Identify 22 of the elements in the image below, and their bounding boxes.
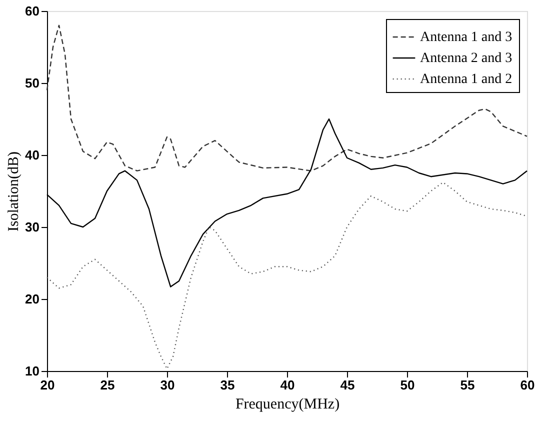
x-tick-label: 45: [340, 378, 355, 392]
x-tick-label: 30: [160, 378, 175, 392]
legend-label: Antenna 1 and 2: [420, 72, 512, 87]
y-axis-title: Isolation(dB): [6, 152, 22, 232]
y-tick-label: 40: [25, 148, 40, 162]
legend-label: Antenna 2 and 3: [420, 51, 512, 66]
line-series: [46, 24, 528, 172]
line-series: [46, 182, 528, 370]
x-tick-label: 55: [460, 378, 475, 392]
x-tick-label: 50: [400, 378, 415, 392]
y-tick-label: 60: [25, 4, 40, 18]
legend-label: Antenna 1 and 3: [420, 30, 512, 45]
x-tick-label: 40: [280, 378, 295, 392]
x-tick-label: 60: [520, 378, 535, 392]
x-tick-label: 20: [40, 378, 55, 392]
y-tick-label: 20: [25, 292, 40, 306]
y-tick-label: 30: [25, 220, 40, 234]
x-tick-label: 25: [100, 378, 115, 392]
x-axis-title: Frequency(MHz): [235, 396, 340, 412]
y-tick-label: 50: [25, 76, 40, 90]
x-tick-label: 35: [220, 378, 235, 392]
y-tick-label: 10: [25, 364, 40, 378]
